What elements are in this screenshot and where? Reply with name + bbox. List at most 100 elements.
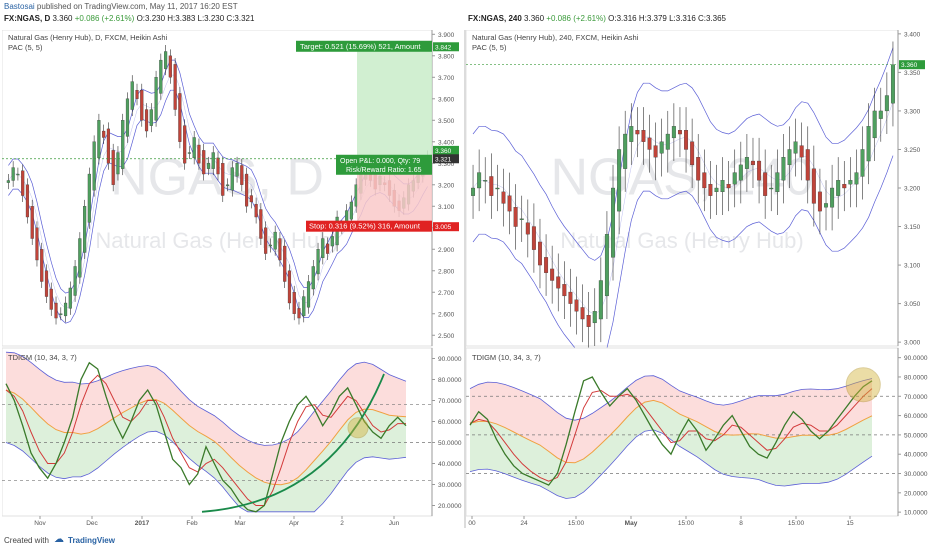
- rsi-price-line: [5, 361, 407, 513]
- left-ohlc: O:3.230 H:3.383 L:3.230 C:3.321: [136, 14, 255, 23]
- y-tick-label: 3.150: [904, 224, 921, 231]
- candle-body: [68, 287, 72, 309]
- y-tick-label: 2.500: [438, 333, 455, 340]
- candle-body: [483, 180, 488, 182]
- x-tick-label: 15: [846, 520, 854, 527]
- candle-body: [63, 302, 68, 317]
- candle-body: [726, 183, 731, 189]
- y-tick-label: 3.100: [904, 263, 921, 270]
- y-tick-label: 3.400: [904, 31, 921, 38]
- highlight-circle: [845, 367, 881, 403]
- upper-band-fill: [470, 375, 872, 463]
- x-tick-label: 2017: [135, 520, 150, 527]
- candle-body: [544, 257, 549, 273]
- tradingview-cloud-icon: ☁: [54, 534, 64, 545]
- candle-body: [799, 145, 804, 158]
- y-tick-label: 2.700: [438, 290, 455, 297]
- y-tick-label: 3.400: [438, 139, 455, 146]
- y-tick-label: 90.0000: [438, 356, 462, 363]
- price-tag: 3.842: [435, 44, 452, 51]
- watermark-name: Natural Gas (Henry Hub): [95, 228, 338, 253]
- volatility-upper-band: [469, 375, 873, 421]
- candle-body: [830, 187, 835, 208]
- candle-body: [525, 222, 530, 235]
- price-tag: 3.005: [435, 224, 452, 231]
- x-tick-label: Mar: [234, 520, 246, 527]
- left-change: +0.086 (+2.61%): [74, 14, 135, 23]
- candle-body: [302, 296, 306, 317]
- price-tag-box: [433, 145, 459, 155]
- upper-band-fill: [6, 352, 406, 485]
- y-tick-label: 20.0000: [904, 490, 928, 497]
- tradingview-brand[interactable]: TradingView: [68, 536, 115, 545]
- candle-body: [273, 231, 277, 250]
- candle-body: [140, 90, 144, 121]
- x-tick-label: 15:00: [568, 520, 585, 527]
- candle-body: [216, 157, 220, 175]
- y-tick-label: 3.200: [438, 182, 455, 189]
- candle-body: [159, 59, 163, 94]
- candle-body: [87, 173, 91, 223]
- candle-body: [121, 120, 125, 169]
- candle-body: [149, 109, 153, 126]
- y-tick-label: 2.800: [438, 268, 455, 275]
- candle-body: [83, 206, 87, 253]
- price-tag: 3.321: [435, 156, 452, 163]
- y-tick-label: 3.350: [904, 70, 921, 77]
- candle-body: [495, 187, 500, 190]
- target-zone: [357, 46, 432, 159]
- candle-body: [211, 152, 215, 169]
- candle-body: [330, 236, 334, 247]
- candle-body: [824, 203, 828, 208]
- right-chart-svg[interactable]: NGAS, 240 Natural Gas (Henry Hub) 3.400 3.3…: [466, 30, 930, 528]
- candle-body: [769, 187, 774, 190]
- candle-body: [872, 110, 877, 139]
- candle-body: [111, 150, 115, 185]
- created-with-label: Created with: [4, 536, 49, 545]
- candle-body: [562, 284, 567, 297]
- candle-body: [489, 176, 494, 196]
- candle-body: [106, 128, 111, 164]
- watermark-symbol: NGAS, 240: [550, 148, 813, 206]
- lower-band-fill: [6, 390, 406, 512]
- rr-label: Risk/Reward Ratio: 1.65: [346, 167, 422, 174]
- candle-body: [297, 308, 301, 319]
- candle-body: [164, 51, 168, 69]
- watermark-name: Natural Gas (Henry Hub): [560, 228, 803, 253]
- candle-body: [16, 173, 20, 176]
- candle-body: [311, 266, 315, 290]
- x-tick-label: Dec: [86, 520, 98, 527]
- panel-divider[interactable]: [464, 30, 466, 528]
- x-tick-label: 2: [340, 520, 344, 527]
- x-tick-label: May: [625, 520, 638, 527]
- y-tick-label: 20.0000: [438, 503, 462, 510]
- right-ohlc: O:3.316 H:3.379 L:3.316 C:3.365: [608, 14, 727, 23]
- candle-body: [890, 64, 895, 104]
- candle-body: [49, 288, 53, 310]
- y-tick-label: 70.0000: [904, 394, 928, 401]
- right-last: 3.360: [524, 14, 545, 23]
- candle-body: [221, 163, 225, 196]
- y-tick-label: 3.200: [904, 186, 921, 193]
- right-symbol: FX:NGAS, 240: [468, 14, 522, 23]
- indicator-label: TDIGM (10, 34, 3, 7): [472, 353, 541, 362]
- y-tick-label: 50.0000: [438, 440, 462, 447]
- candle-body: [805, 149, 810, 181]
- candle-body: [884, 95, 889, 112]
- candle-body: [781, 157, 786, 181]
- author-link[interactable]: Bastosai: [4, 2, 35, 11]
- stop-label: Stop: 0.316 (9.52%) 316, Amount: [309, 222, 421, 231]
- candle-body: [278, 238, 282, 261]
- y-tick-label: 3.300: [438, 161, 455, 168]
- candle-body: [477, 172, 482, 189]
- y-tick-label: 2.600: [438, 311, 455, 318]
- left-last: 3.360: [52, 14, 73, 23]
- left-chart-panel[interactable]: NGAS, D Natural Gas (Henry Hub) 3.900 3.800…: [2, 30, 462, 528]
- y-tick-label: 2.900: [438, 247, 455, 254]
- right-chart-panel[interactable]: NGAS, 240 Natural Gas (Henry Hub) 3.400 3.3…: [466, 30, 930, 528]
- candle-body: [744, 157, 749, 169]
- market-base-line: [469, 399, 873, 464]
- candle-body: [21, 170, 25, 196]
- candle-body: [696, 157, 701, 181]
- left-chart-svg[interactable]: NGAS, D Natural Gas (Henry Hub) 3.900 3.800…: [2, 30, 462, 528]
